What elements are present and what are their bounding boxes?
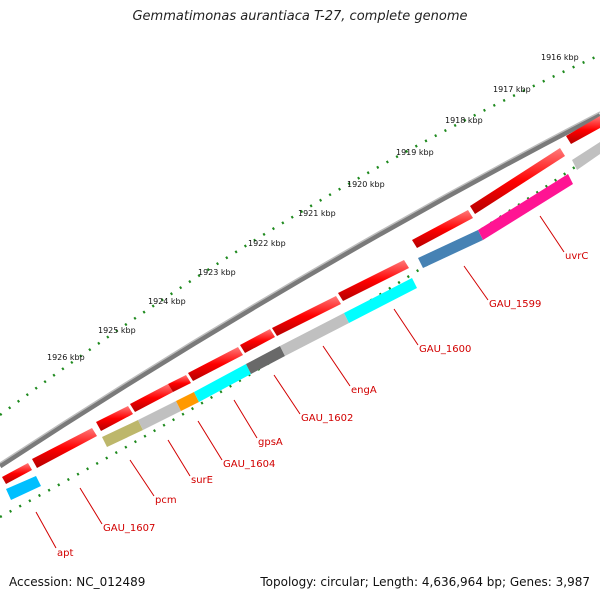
cog-bar — [102, 420, 143, 447]
cds-arrow — [168, 375, 191, 392]
gene-label-surE: surE — [191, 475, 213, 486]
cog-track — [6, 142, 600, 500]
kbp-label-1925: 1925 kbp — [98, 326, 136, 335]
accession-text: Accession: NC_012489 — [9, 575, 146, 589]
kbp-label-1921: 1921 kbp — [298, 209, 336, 218]
cog-bar — [572, 142, 600, 170]
leader-GAU_1602 — [273, 374, 301, 415]
cds-arrow — [188, 347, 243, 381]
kbp-label-1926: 1926 kbp — [47, 353, 85, 362]
cds-arrow — [338, 260, 409, 301]
gene-label-GAU_1599: GAU_1599 — [489, 299, 541, 310]
cog-bar — [344, 278, 417, 323]
gene-label-GAU_1607: GAU_1607 — [103, 523, 155, 534]
inner-tick-ring — [0, 148, 600, 519]
cog-bar — [478, 174, 573, 240]
leader-GAU_1604 — [197, 420, 223, 461]
leader-uvrC — [539, 215, 565, 253]
gene-label-engA: engA — [351, 385, 377, 396]
kbp-label-1923: 1923 kbp — [198, 268, 236, 277]
gene-label-GAU_1604: GAU_1604 — [223, 459, 275, 470]
kbp-label-1924: 1924 kbp — [148, 297, 186, 306]
cds-arrow — [32, 428, 97, 468]
gene-label-GAU_1600: GAU_1600 — [419, 344, 471, 355]
gene-label-apt: apt — [57, 548, 73, 559]
gene-label-pcm: pcm — [155, 495, 177, 506]
cds-arrow — [272, 296, 341, 336]
cog-bar — [138, 401, 181, 430]
kbp-label-1917: 1917 kbp — [493, 85, 531, 94]
cds-arrow — [566, 116, 600, 144]
kbp-label-1918: 1918 kbp — [445, 116, 483, 125]
gene-label-uvrC: uvrC — [565, 251, 588, 262]
leader-engA — [322, 345, 351, 387]
leader-surE — [167, 439, 191, 477]
leader-GAU_1607 — [79, 487, 103, 525]
kbp-label-1922: 1922 kbp — [248, 239, 286, 248]
cds-arrow — [2, 463, 32, 484]
outer-tick-ring — [0, 53, 600, 417]
map-title: Gemmatimonas aurantiaca T-27, complete g… — [132, 9, 468, 24]
cds-arrow — [412, 210, 473, 248]
cog-bar — [194, 364, 251, 402]
cds-arrow — [96, 406, 133, 431]
kbp-label-1916: 1916 kbp — [541, 53, 579, 62]
topology-text: Topology: circular; Length: 4,636,964 bp… — [260, 575, 590, 589]
gene-label-GAU_1602: GAU_1602 — [301, 413, 353, 424]
cds-forward-strand — [2, 116, 600, 484]
cog-bar — [246, 346, 285, 374]
genome-backbone — [0, 112, 600, 469]
gene-leader-lines — [35, 215, 565, 549]
cog-bar — [176, 392, 199, 411]
cds-arrow — [470, 148, 565, 214]
cds-arrow — [130, 384, 173, 412]
cog-bar — [6, 476, 41, 500]
leader-gpsA — [233, 399, 258, 439]
leader-GAU_1599 — [463, 265, 489, 301]
leader-apt — [35, 511, 57, 549]
backbone-highlight — [0, 111, 600, 464]
leader-pcm — [129, 459, 155, 497]
cog-bar — [280, 313, 349, 356]
leader-GAU_1600 — [393, 308, 419, 346]
kbp-label-1919: 1919 kbp — [396, 148, 434, 157]
kbp-label-1920: 1920 kbp — [347, 180, 385, 189]
gene-label-gpsA: gpsA — [258, 437, 283, 448]
cds-arrow — [240, 329, 275, 353]
cog-bar — [418, 230, 483, 268]
